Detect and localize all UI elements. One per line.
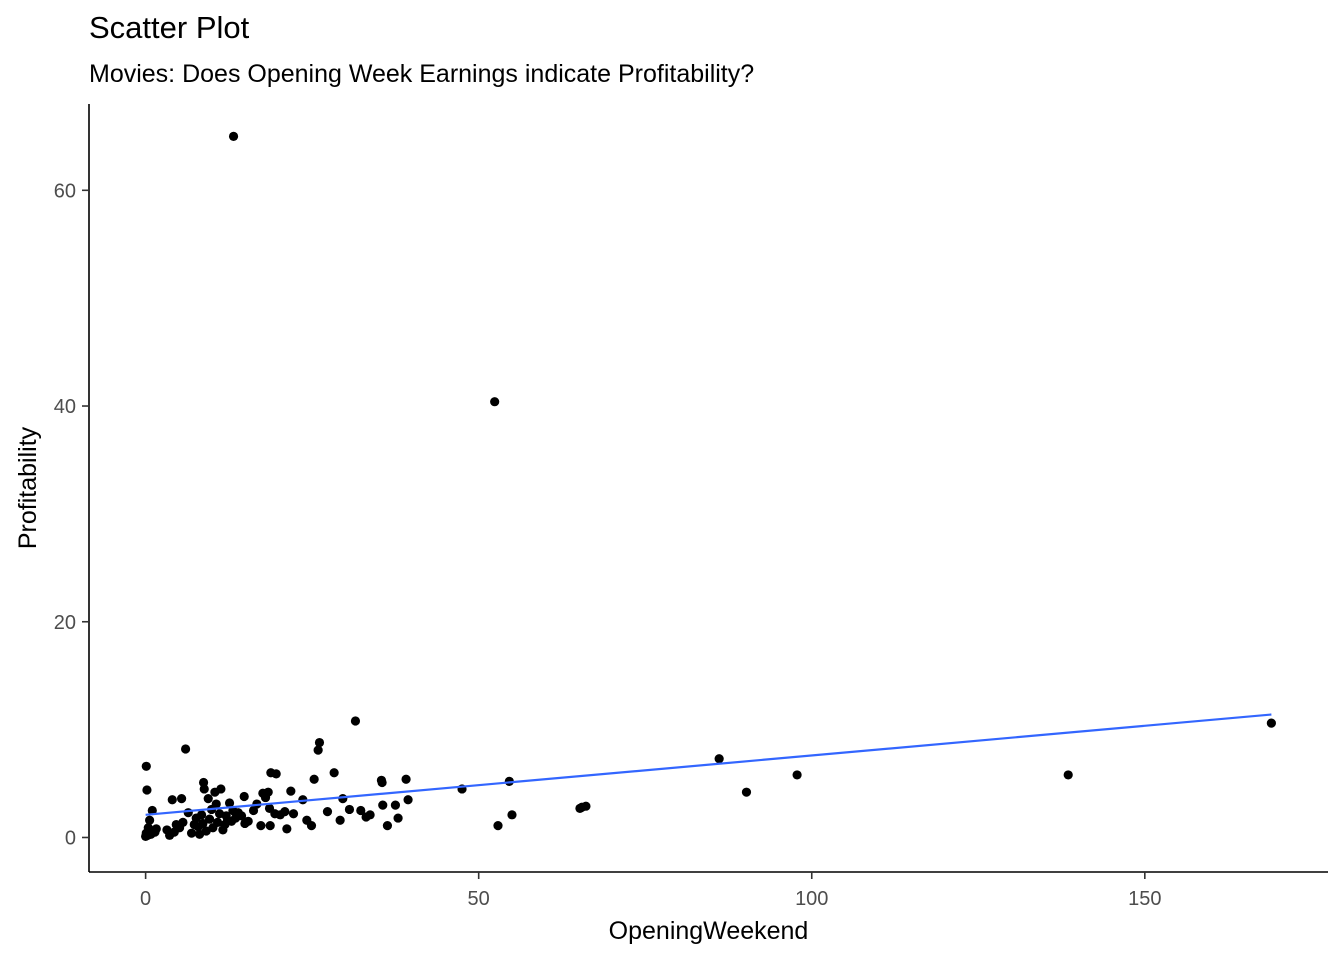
data-point [714,754,724,764]
data-point [171,819,181,830]
data-point [176,794,187,804]
data-point [493,821,503,831]
data-point [240,818,250,829]
x-tick-label: 50 [468,888,490,910]
data-point [507,810,517,820]
y-axis-title: Profitability [14,426,42,549]
data-point [144,826,154,836]
trend-line [145,713,1272,816]
data-point [309,774,319,784]
data-point [224,798,235,808]
data-point [288,809,299,819]
y-tick-label: 0 [65,827,76,849]
data-point [204,814,215,824]
data-point [141,761,151,771]
data-point [322,806,333,817]
data-point [218,825,228,835]
data-point [282,824,292,834]
data-point [329,768,339,778]
data-points [141,131,1276,842]
data-point [186,828,197,838]
data-point [361,812,371,822]
data-point [145,815,155,825]
data-point [183,808,193,818]
data-point [167,795,177,805]
data-point [382,821,393,831]
data-point [792,770,802,780]
y-tick-label: 60 [54,180,76,202]
data-point [377,777,387,788]
data-point [256,821,266,831]
data-point [266,768,276,778]
y-tick-label: 20 [54,612,76,634]
x-tick-label: 150 [1128,888,1161,910]
data-point [264,803,275,813]
data-point [401,774,411,784]
data-point [378,800,388,810]
data-point [228,131,239,141]
data-point [248,805,259,816]
data-point [239,791,249,802]
data-point [350,716,361,726]
data-point [203,794,213,804]
data-point [313,745,323,755]
data-point [314,737,325,748]
x-tick-label: 0 [140,888,151,910]
data-point [302,815,312,825]
data-point [490,397,500,407]
data-point [214,809,225,819]
x-tick-label: 100 [795,888,828,910]
chart-title: Scatter Plot [89,10,250,45]
chart-subtitle: Movies: Does Opening Week Earnings indic… [89,60,755,88]
data-point [210,787,220,797]
data-point [335,815,345,825]
data-point [344,804,355,815]
data-point [198,777,209,788]
data-point [741,787,752,797]
data-point [390,800,401,810]
data-point [265,821,275,831]
data-point [189,819,199,830]
data-point [393,813,403,823]
y-tick-label: 40 [54,396,76,418]
data-point [258,788,268,798]
data-point [575,803,585,813]
ticks: 0 50 100 150 0 20 40 60 [54,180,1162,910]
data-point [403,795,413,805]
data-point [147,805,157,816]
axes [88,104,1328,873]
data-point [142,785,152,795]
data-point [162,825,172,835]
data-point [194,829,205,839]
data-point [356,805,366,816]
data-point [180,744,191,754]
data-point [1266,718,1276,728]
x-axis-title: OpeningWeekend [609,917,809,945]
data-point [1063,770,1073,780]
data-point [286,786,296,796]
